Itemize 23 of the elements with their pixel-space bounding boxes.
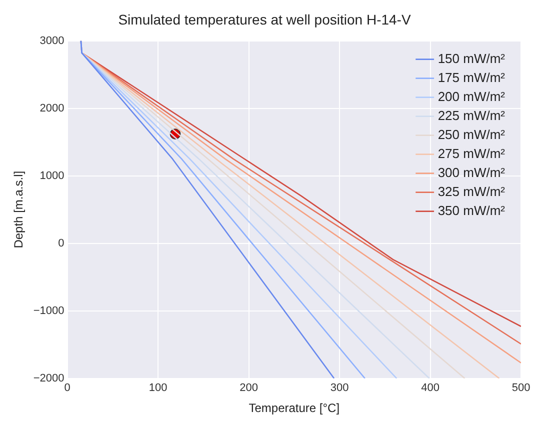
legend-label: 225 mW/m² bbox=[438, 108, 506, 123]
x-tick-label: 300 bbox=[330, 382, 349, 394]
legend-label: 150 mW/m² bbox=[438, 50, 506, 66]
y-tick-label: 0 bbox=[58, 237, 64, 250]
legend-label: 250 mW/m² bbox=[438, 126, 506, 142]
legend-label: 325 mW/m² bbox=[438, 184, 506, 199]
x-tick-label: 500 bbox=[512, 382, 530, 394]
y-tick-label: 3000 bbox=[40, 34, 64, 47]
y-tick-label: 2000 bbox=[40, 102, 64, 114]
x-tick-label: 200 bbox=[240, 382, 258, 394]
legend-label: 300 mW/m² bbox=[438, 164, 506, 180]
legend-label: 175 mW/m² bbox=[438, 70, 506, 85]
y-tick-label: −2000 bbox=[33, 372, 64, 384]
y-tick-label: 1000 bbox=[40, 170, 64, 182]
y-tick-label: −1000 bbox=[33, 304, 64, 317]
x-axis-title: Temperature [°C] bbox=[248, 401, 340, 416]
legend-label: 350 mW/m² bbox=[438, 202, 506, 218]
y-axis-title: Depth [m.a.s.l] bbox=[12, 170, 26, 248]
x-tick-label: 100 bbox=[148, 382, 168, 394]
legend-label: 200 mW/m² bbox=[438, 88, 506, 104]
chart-title: Simulated temperatures at well position H-14-V bbox=[118, 11, 412, 28]
x-tick-label: 400 bbox=[421, 382, 440, 394]
legend-label: 275 mW/m² bbox=[438, 146, 506, 161]
